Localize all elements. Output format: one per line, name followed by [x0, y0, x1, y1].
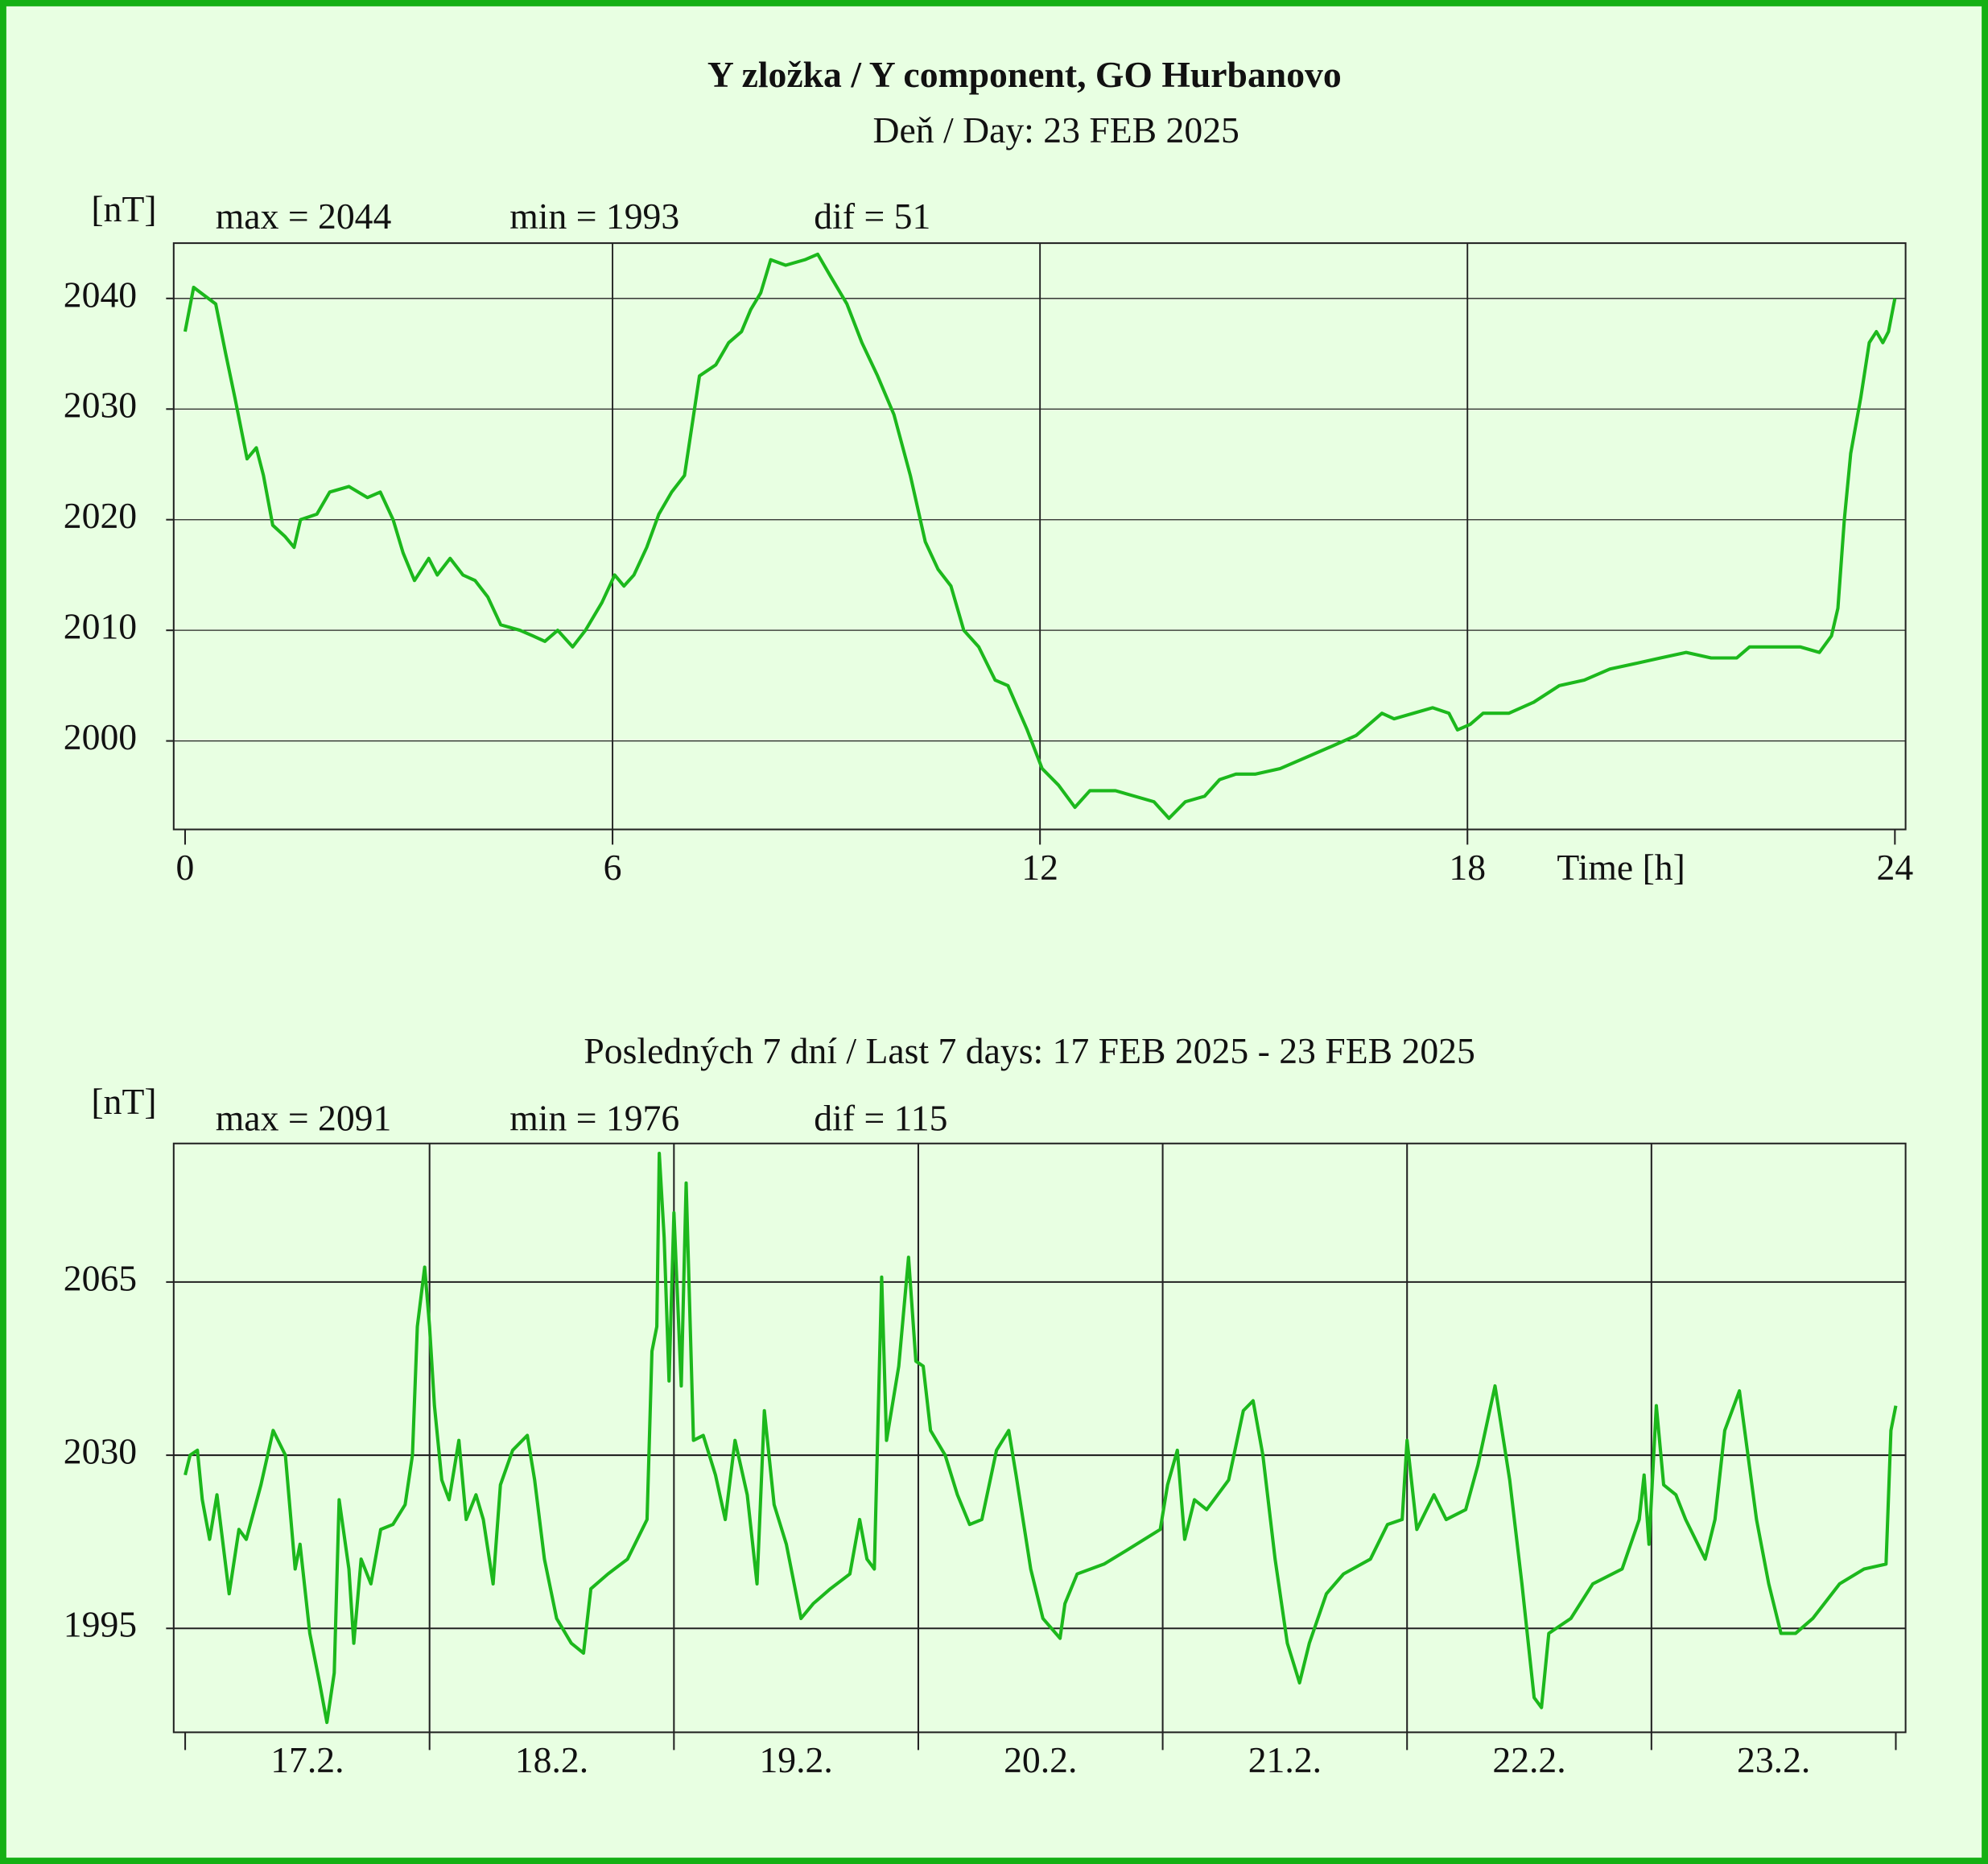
x-tick-label: 21.2.	[1248, 1739, 1322, 1780]
x-tick-label: 6	[604, 847, 622, 888]
x-tick-label: 12	[1021, 847, 1058, 888]
x-axis-label: Time [h]	[1557, 847, 1685, 888]
annotation: dif = 51	[814, 196, 930, 237]
y-tick-label: 2030	[64, 385, 137, 426]
annotation: min = 1993	[509, 196, 679, 237]
x-tick-label: 17.2.	[270, 1739, 344, 1780]
y-tick-label: 2065	[64, 1257, 137, 1298]
y-tick-label: 2020	[64, 495, 137, 536]
x-tick-label: 20.2.	[1004, 1739, 1077, 1780]
y-tick-label: 2000	[64, 716, 137, 757]
y-tick-label: 1995	[64, 1604, 137, 1645]
y-tick-label: 2040	[64, 274, 137, 315]
x-tick-label: 0	[176, 847, 195, 888]
chart-subtitle: Deň / Day: 23 FEB 2025	[872, 109, 1239, 151]
y-tick-label: 2010	[64, 606, 137, 647]
data-line	[183, 252, 1897, 820]
x-tick-label: 18	[1449, 847, 1486, 888]
y-axis-label: [nT]	[91, 188, 156, 229]
x-tick-label: 23.2.	[1737, 1739, 1810, 1780]
y-axis-label: [nT]	[91, 1081, 156, 1122]
y-tick-label: 2030	[64, 1431, 137, 1472]
x-tick-label: 19.2.	[759, 1739, 832, 1780]
data-line	[184, 1152, 1898, 1725]
annotation: max = 2091	[216, 1097, 392, 1138]
x-tick-label: 22.2.	[1492, 1739, 1565, 1780]
annotation: min = 1976	[509, 1097, 679, 1138]
chart-title: Y zložka / Y component, GO Hurbanovo	[707, 54, 1342, 95]
annotation: dif = 115	[814, 1097, 947, 1138]
plot-frame	[172, 1142, 1907, 1734]
chart-subtitle: Posledných 7 dní / Last 7 days: 17 FEB 2…	[584, 1030, 1475, 1071]
x-tick-label: 18.2.	[515, 1739, 588, 1780]
x-tick-label: 24	[1876, 847, 1913, 888]
annotation: max = 2044	[216, 196, 392, 237]
